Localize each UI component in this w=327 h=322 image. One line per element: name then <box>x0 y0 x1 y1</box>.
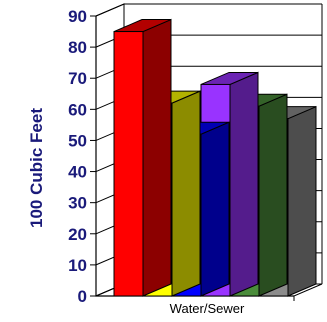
y-tick-label: 30 <box>68 194 87 213</box>
gridline <box>95 3 322 17</box>
bar-side <box>200 121 230 297</box>
y-tick-label: 90 <box>68 7 87 26</box>
y-tick-label: 60 <box>68 100 87 119</box>
bar <box>113 18 172 297</box>
bar-side <box>229 71 259 297</box>
y-tick-label: 20 <box>68 225 87 244</box>
bars <box>113 18 317 297</box>
bar-side <box>258 93 288 297</box>
bar-front <box>113 31 144 297</box>
y-tick-label: 40 <box>68 163 87 182</box>
y-tick-labels: 0 10 20 30 40 50 60 70 80 90 <box>68 7 87 306</box>
y-axis-label: 100 Cubic Feet <box>27 108 46 228</box>
y-tick-label: 70 <box>68 69 87 88</box>
bar-side <box>287 105 317 297</box>
x-category-label: Water/Sewer <box>170 301 245 316</box>
bar-side <box>171 90 201 297</box>
y-tick-label: 10 <box>68 256 87 275</box>
bar-side <box>142 18 172 297</box>
y-tick-label: 80 <box>68 38 87 57</box>
y-tick-label: 50 <box>68 131 87 150</box>
y-tick-label: 0 <box>78 287 87 306</box>
